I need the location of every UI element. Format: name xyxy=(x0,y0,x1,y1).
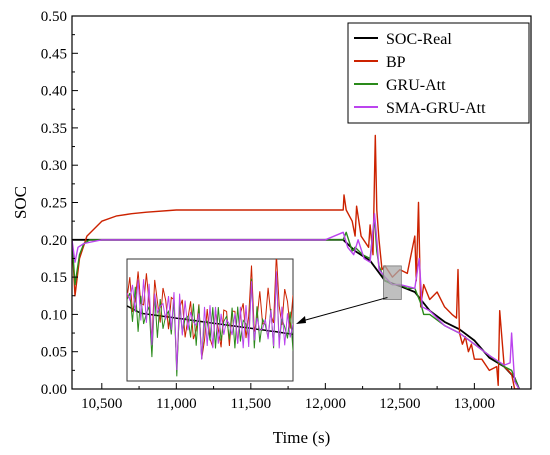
inset-frame xyxy=(126,258,294,382)
legend-label: SMA-GRU-Att xyxy=(386,100,486,117)
zoom-inset xyxy=(126,258,402,382)
y-tick-label: 0.30 xyxy=(41,158,67,174)
y-axis-title: SOC xyxy=(11,186,30,219)
x-axis-title: Time (s) xyxy=(273,428,330,447)
zoom-arrow xyxy=(301,296,388,322)
y-tick-label: 0.15 xyxy=(41,270,67,286)
y-tick-label: 0.45 xyxy=(41,46,67,62)
legend: SOC-Real BP GRU-Att SMA-GRU-Att xyxy=(347,22,530,124)
x-tick-label: 10,500 xyxy=(81,396,122,412)
legend-frame xyxy=(347,22,530,124)
x-tick-label: 12,500 xyxy=(379,396,420,412)
inset-series-line-soc-real xyxy=(127,305,293,336)
inset-series-line-sma-gru-att xyxy=(127,271,293,371)
x-tick-label: 12,000 xyxy=(305,396,346,412)
x-tick-label: 11,000 xyxy=(156,396,197,412)
y-tick-label: 0.05 xyxy=(41,345,67,361)
y-tick-label: 0.40 xyxy=(41,84,67,100)
tick-marks: 10,500 11,000 11,500 12,000 12,500 13,000 0.00… xyxy=(41,9,513,412)
zoom-region xyxy=(383,265,402,300)
x-tick-label: 13,000 xyxy=(454,396,495,412)
legend-label: SOC-Real xyxy=(386,31,452,48)
y-tick-label: 0.00 xyxy=(41,382,67,398)
series-line-sma-gru-att xyxy=(72,213,520,389)
x-tick-label: 11,500 xyxy=(230,396,271,412)
legend-label: GRU-Att xyxy=(386,77,446,94)
y-tick-label: 0.35 xyxy=(41,121,67,137)
zoom-arrowhead xyxy=(296,316,306,324)
y-tick-label: 0.20 xyxy=(41,233,67,249)
y-tick-label: 0.25 xyxy=(41,196,67,212)
y-tick-label: 0.10 xyxy=(41,307,67,323)
y-tick-label: 0.50 xyxy=(41,9,67,25)
legend-label: BP xyxy=(386,54,406,71)
